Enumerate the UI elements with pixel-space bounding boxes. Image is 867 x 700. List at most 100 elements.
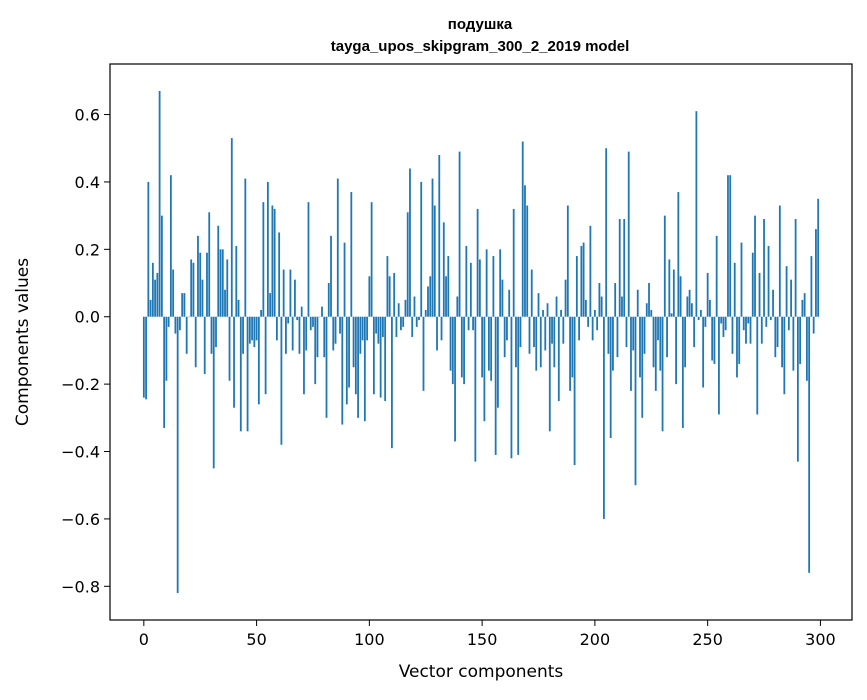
bar-143	[465, 246, 467, 317]
bar-243	[691, 303, 693, 316]
bar-223	[646, 303, 648, 316]
bar-25	[199, 253, 201, 317]
bar-125	[425, 310, 427, 317]
bar-267	[745, 317, 747, 344]
bar-123	[420, 182, 422, 317]
bar-45	[244, 179, 246, 317]
bar-204	[603, 317, 605, 519]
bar-83	[330, 236, 332, 317]
bar-66	[292, 317, 294, 351]
bar-35	[222, 249, 224, 316]
bar-54	[265, 317, 267, 395]
bar-46	[247, 317, 249, 432]
bar-15	[177, 317, 179, 593]
bar-269	[750, 317, 752, 344]
bar-239	[682, 317, 684, 428]
bar-284	[783, 317, 785, 395]
bar-222	[644, 317, 646, 354]
bar-134	[445, 276, 447, 316]
bar-158	[499, 249, 501, 316]
bar-264	[738, 317, 740, 364]
x-tick-label: 50	[246, 630, 266, 649]
bar-129	[434, 206, 436, 317]
bar-260	[729, 175, 731, 317]
bar-165	[515, 317, 517, 368]
bar-98	[364, 317, 366, 421]
bar-255	[718, 317, 720, 415]
bar-75	[312, 317, 314, 327]
bar-118	[409, 168, 411, 316]
bar-247	[700, 310, 702, 317]
bar-117	[407, 212, 409, 316]
bar-47	[249, 317, 251, 344]
bar-272	[756, 317, 758, 415]
bar-1	[145, 317, 147, 400]
bar-40	[233, 317, 235, 408]
bar-141	[461, 317, 463, 378]
bar-82	[328, 283, 330, 317]
bar-177	[542, 310, 544, 317]
bar-235	[673, 270, 675, 317]
bar-36	[224, 290, 226, 317]
bar-182	[553, 317, 555, 368]
bar-53	[262, 202, 264, 317]
bar-18	[184, 293, 186, 317]
bar-258	[725, 317, 727, 330]
bar-295	[808, 317, 810, 573]
chart-title: подушка	[448, 16, 513, 33]
bar-4	[152, 263, 154, 317]
bar-249	[705, 317, 707, 327]
bar-49	[253, 317, 255, 347]
bar-77	[317, 317, 319, 357]
bar-86	[337, 179, 339, 317]
bar-206	[608, 317, 610, 354]
x-tick-label: 250	[692, 630, 723, 649]
bar-208	[612, 317, 614, 371]
bar-112	[396, 317, 398, 337]
bar-281	[777, 317, 779, 347]
bar-282	[779, 206, 781, 317]
bar-104	[377, 317, 379, 344]
bar-188	[567, 206, 569, 317]
bar-74	[310, 317, 312, 330]
bar-201	[596, 317, 598, 330]
bar-16	[179, 317, 181, 330]
bar-180	[549, 317, 551, 432]
bar-186	[562, 317, 564, 344]
bar-9	[163, 317, 165, 428]
bar-293	[804, 293, 806, 317]
bar-21	[190, 259, 192, 316]
bar-250	[707, 273, 709, 317]
bar-273	[759, 273, 761, 317]
chart-subtitle: tayga_upos_skipgram_300_2_2019 model	[331, 38, 630, 55]
bar-162	[508, 290, 510, 317]
bar-103	[375, 317, 377, 334]
bar-154	[490, 317, 492, 381]
bar-37	[226, 259, 228, 316]
bar-119	[411, 317, 413, 337]
bar-70	[301, 307, 303, 317]
bar-161	[506, 317, 508, 341]
y-tick-label: 0.6	[75, 106, 100, 125]
bar-221	[641, 317, 643, 418]
bar-157	[497, 317, 499, 408]
bar-136	[450, 317, 452, 371]
bar-101	[371, 202, 373, 317]
bar-294	[806, 317, 808, 381]
bar-245	[695, 111, 697, 317]
bar-263	[736, 317, 738, 378]
bar-146	[472, 317, 474, 330]
bar-55	[267, 182, 269, 317]
bar-159	[502, 280, 504, 317]
bar-233	[668, 259, 670, 316]
x-tick-label: 300	[805, 630, 836, 649]
bar-111	[393, 273, 395, 317]
bar-172	[531, 270, 533, 317]
bar-56	[269, 293, 271, 317]
bar-52	[260, 310, 262, 317]
bar-80	[323, 317, 325, 357]
bar-184	[558, 317, 560, 401]
bar-69	[299, 317, 301, 354]
bar-220	[639, 317, 641, 378]
